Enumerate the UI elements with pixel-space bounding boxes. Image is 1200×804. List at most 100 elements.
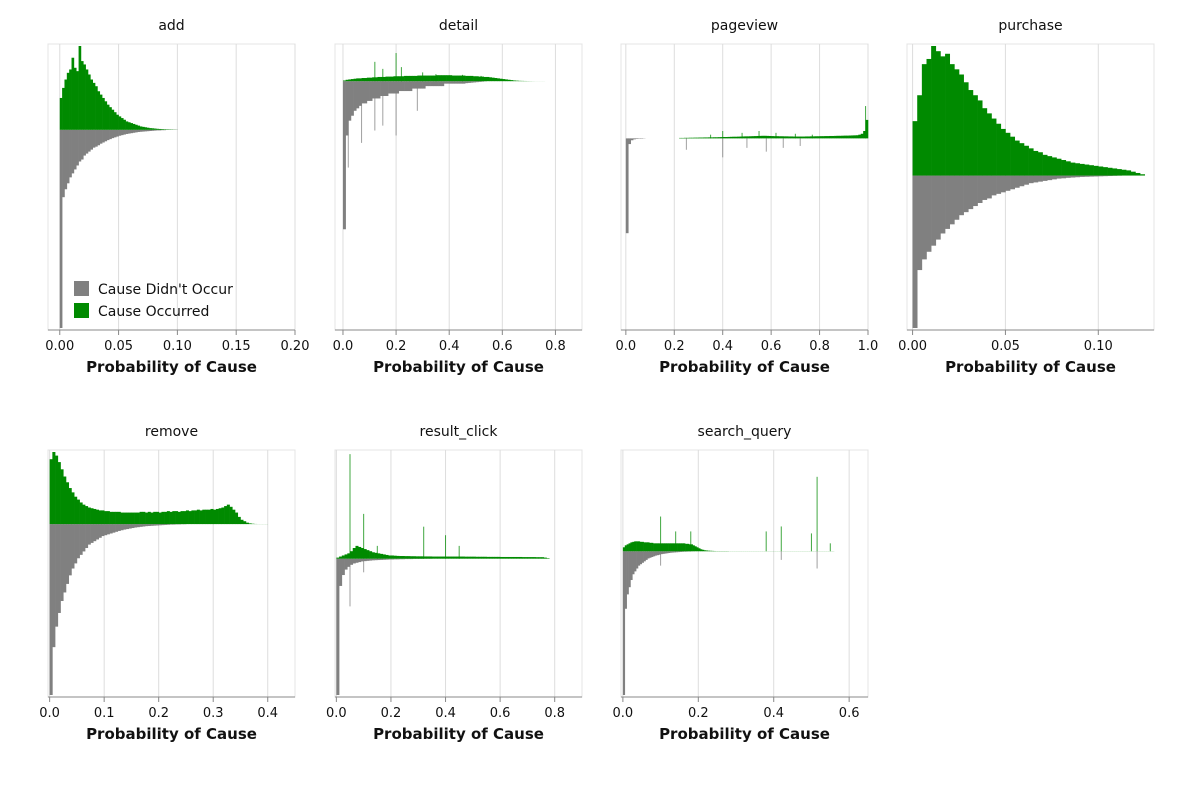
bar-not-occurred: [112, 130, 115, 138]
bar-not-occurred: [433, 81, 436, 86]
bar-occurred: [431, 76, 434, 82]
bar-not-occurred: [917, 176, 922, 271]
bar-not-occurred: [927, 176, 932, 252]
bar-not-occurred: [147, 130, 150, 131]
bar-occurred: [649, 543, 651, 551]
bar-occurred: [128, 122, 131, 130]
bar-occurred: [156, 512, 159, 524]
bar-occurred: [1135, 173, 1140, 176]
bar-occurred: [468, 76, 471, 81]
bar-not-occurred: [439, 81, 442, 86]
bar-occurred: [1094, 166, 1099, 176]
bar-not-occurred: [1015, 176, 1020, 188]
bar-occurred: [769, 136, 772, 138]
bar-not-occurred: [110, 524, 113, 533]
bar-occurred: [156, 129, 159, 130]
bar-occurred: [116, 115, 119, 130]
bar-not-occurred: [149, 130, 152, 131]
bar-not-occurred: [657, 551, 659, 555]
bar-occurred: [525, 557, 528, 559]
bar-occurred: [500, 557, 503, 559]
bar-occurred: [968, 90, 973, 176]
bar-occurred: [702, 550, 704, 551]
bar-not-occurred: [58, 524, 61, 613]
x-tick-label: 1.0: [858, 339, 879, 354]
bar-occurred: [657, 543, 659, 551]
bar-not-occurred: [130, 130, 133, 133]
bar-not-occurred: [992, 176, 997, 196]
bar-occurred: [544, 558, 547, 559]
bar-not-occurred: [1052, 176, 1057, 180]
bar-occurred: [1061, 160, 1066, 176]
bar-occurred: [530, 557, 533, 559]
bar-not-occurred: [364, 81, 367, 103]
bar-not-occurred: [355, 559, 358, 563]
bar-occurred: [945, 54, 950, 176]
bar-occurred: [486, 557, 489, 559]
bar-not-occurred: [99, 524, 102, 538]
legend-label: Cause Occurred: [98, 304, 209, 320]
bar-occurred: [115, 512, 118, 524]
bar-not-occurred: [973, 176, 978, 206]
bar-occurred: [636, 541, 638, 551]
bar-not-occurred: [100, 130, 103, 144]
bar-occurred: [788, 136, 791, 138]
bar-occurred: [197, 510, 200, 524]
bar-occurred: [358, 547, 361, 559]
bar-not-occurred: [151, 524, 154, 526]
bar-occurred: [135, 125, 138, 130]
bar-not-occurred: [647, 551, 649, 558]
x-tick-label: 0.0: [39, 706, 60, 721]
bar-not-occurred: [156, 130, 159, 131]
bar-occurred: [815, 136, 818, 138]
bar-occurred: [224, 506, 227, 524]
bar-occurred: [497, 557, 500, 559]
x-axis-label: Probability of Cause: [373, 358, 544, 376]
bar-not-occurred: [342, 559, 345, 575]
bar-not-occurred: [60, 130, 63, 328]
bar-occurred: [172, 511, 175, 524]
bar-not-occurred: [628, 138, 631, 144]
bar-occurred: [394, 556, 397, 559]
bar-occurred: [118, 512, 121, 524]
bar-occurred: [693, 545, 695, 551]
bar-occurred: [90, 80, 93, 130]
bar-not-occurred: [668, 551, 670, 553]
bar-not-occurred: [93, 524, 96, 541]
bar-occurred: [783, 136, 786, 138]
bar-not-occurred: [50, 524, 53, 695]
bar-not-occurred: [630, 551, 632, 580]
bar-occurred: [1084, 165, 1089, 176]
bar-occurred: [432, 557, 435, 559]
panel-title: purchase: [998, 18, 1062, 34]
bar-not-occurred: [343, 81, 346, 229]
bar-not-occurred: [672, 551, 674, 552]
bar-not-occurred: [144, 130, 147, 132]
bar-not-occurred: [140, 130, 143, 132]
bar-occurred: [803, 137, 806, 139]
bar-not-occurred: [134, 524, 137, 527]
bar-not-occurred: [112, 524, 115, 533]
bar-occurred: [448, 557, 451, 559]
bar-not-occurred: [79, 130, 82, 162]
bar-occurred: [940, 56, 945, 175]
bar-occurred: [112, 512, 115, 524]
x-tick-label: 0.6: [761, 339, 782, 354]
bar-occurred: [1057, 159, 1062, 176]
bar-not-occurred: [123, 130, 126, 135]
bar-occurred: [346, 80, 349, 81]
bar-occurred: [511, 557, 514, 559]
bar-occurred: [440, 557, 443, 559]
bar-occurred: [235, 513, 238, 525]
bar-occurred: [728, 137, 731, 138]
bar-not-occurred: [465, 81, 468, 83]
bar-occurred: [121, 118, 124, 130]
bar-not-occurred: [372, 559, 375, 561]
bar-occurred: [683, 543, 685, 551]
bar-occurred: [706, 137, 709, 138]
bar-not-occurred: [154, 130, 157, 131]
bar-occurred: [232, 510, 235, 524]
bar-not-occurred: [133, 130, 136, 133]
